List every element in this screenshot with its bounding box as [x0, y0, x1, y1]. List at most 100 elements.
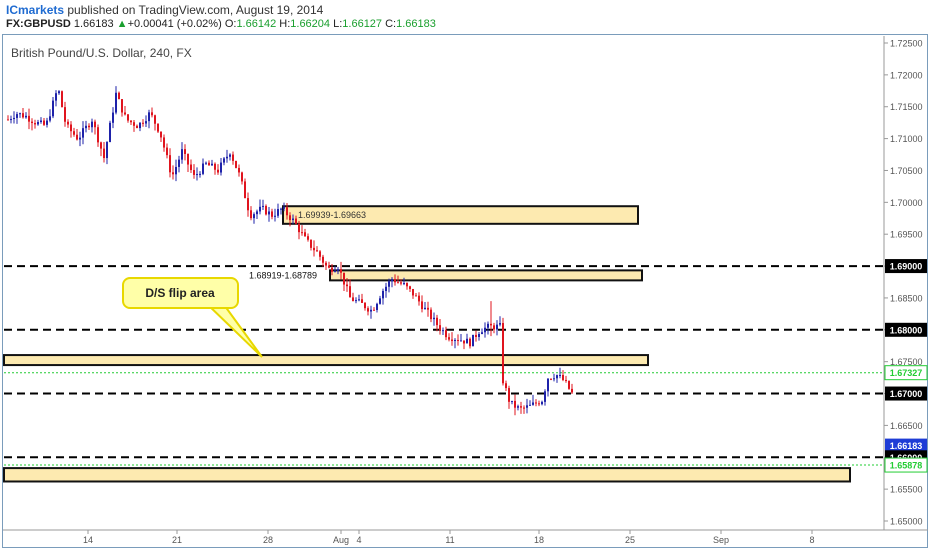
candle-body [97, 127, 99, 143]
close-label: C: [385, 18, 397, 30]
candle-body [232, 154, 234, 161]
candle-body [529, 404, 531, 406]
candle-body [418, 295, 420, 302]
candle-body [106, 142, 108, 159]
candle-body [397, 282, 399, 284]
y-tick-label: 1.69500 [890, 230, 923, 240]
candle-body [499, 323, 501, 325]
candle-body [34, 123, 36, 125]
candle-body [481, 332, 483, 334]
candle-body [46, 120, 48, 125]
candle-body [16, 114, 18, 118]
candle-body [10, 119, 12, 121]
candle-body [421, 301, 423, 310]
x-tick-label: 18 [534, 535, 544, 545]
publish-line: ICmarkets published on TradingView.com, … [6, 3, 323, 17]
candle-body [319, 251, 321, 257]
candle-body [340, 269, 342, 273]
candle-body [280, 208, 282, 210]
candle-body [37, 121, 39, 125]
candle-body [25, 115, 27, 118]
candle-body [268, 211, 270, 215]
high-value: 1.66204 [290, 18, 331, 30]
candle-body [292, 218, 294, 221]
candle-body [439, 325, 441, 331]
candle-body [373, 309, 375, 311]
candle-body [517, 406, 519, 408]
candle-body [457, 339, 459, 341]
candle-body [85, 125, 87, 129]
y-tick-label: 1.67500 [890, 357, 923, 367]
candle-body [133, 122, 135, 126]
candle-body [322, 256, 324, 263]
candle-body [67, 121, 69, 125]
candle-body [49, 116, 51, 121]
candle-body [130, 120, 132, 123]
x-tick-label: 8 [809, 535, 814, 545]
change-value: +0.00041 (+0.02%) [127, 18, 222, 30]
high-label: H: [279, 18, 291, 30]
candle-body [112, 112, 114, 123]
candle-body [229, 154, 231, 157]
candle-body [148, 112, 150, 122]
candle-body [394, 279, 396, 283]
candle-body [127, 114, 129, 121]
candle-body [202, 163, 204, 174]
x-tick-label: Sep [713, 535, 729, 545]
candle-body [310, 239, 312, 248]
candle-body [406, 283, 408, 287]
x-tick-label: 28 [263, 535, 273, 545]
candle-body [541, 401, 543, 405]
zone-label: 1.68919-1.68789 [249, 271, 317, 281]
supply-demand-zone [3, 354, 649, 367]
y-tick-label: 1.68500 [890, 293, 923, 303]
candle-body [217, 169, 219, 173]
candle-body [400, 282, 402, 284]
candle-body [169, 155, 171, 173]
y-tick-label: 1.71500 [890, 102, 923, 112]
candle-body [238, 167, 240, 173]
candle-body [307, 236, 309, 240]
close-value: 1.66183 [396, 18, 436, 30]
price-label-box [884, 365, 928, 381]
candle-body [361, 299, 363, 303]
candle-body [367, 308, 369, 312]
price-label: 1.66183 [890, 441, 923, 451]
callout-box [122, 277, 239, 309]
last-price: 1.66183 [73, 18, 114, 30]
y-tick-label: 1.72000 [890, 70, 923, 80]
candle-body [31, 121, 33, 124]
candle-body [70, 124, 72, 132]
candle-body [544, 391, 546, 402]
candle-body [199, 173, 201, 175]
publisher-link[interactable]: ICmarkets [6, 3, 65, 17]
supply-demand-zone [3, 467, 851, 483]
candle-body [409, 286, 411, 289]
candle-body [61, 91, 63, 108]
candle-body [220, 162, 222, 173]
candle-body [349, 286, 351, 298]
candle-body [520, 406, 522, 408]
candle-body [253, 214, 255, 219]
candle-body [472, 334, 474, 347]
chart-title: British Pound/U.S. Dollar, 240, FX [11, 46, 192, 60]
candle-body [346, 284, 348, 287]
candle-body [355, 300, 357, 302]
candle-body [28, 115, 30, 122]
candle-body [370, 309, 372, 312]
candle-body [181, 149, 183, 160]
candle-body [523, 407, 525, 409]
price-label-box [885, 322, 927, 337]
supply-demand-zone [282, 205, 639, 225]
candle-body [250, 210, 252, 219]
x-tick-label: 25 [625, 535, 635, 545]
candle-body [79, 137, 81, 140]
candle-body [13, 117, 15, 120]
candle-body [205, 162, 207, 164]
ohlc-line: FX:GBPUSD 1.66183 ▲+0.00041 (+0.02%) O:1… [6, 18, 436, 30]
candle-body [193, 170, 195, 175]
candle-body [511, 400, 513, 402]
price-label: 1.67000 [890, 389, 923, 399]
x-tick-label: 14 [83, 535, 93, 545]
